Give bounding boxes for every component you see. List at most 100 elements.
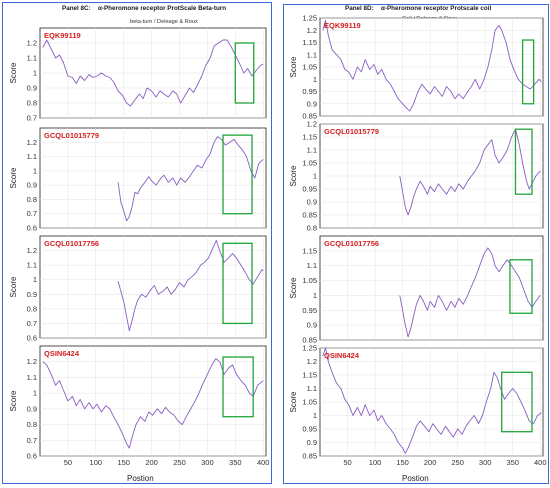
panel-8c-qsin6424-subplot: 0.6 0.7 0.8 0.9 1 1.1 1.2 50 100 150 200 250 300 350 4… [9,345,270,467]
panel-8d-qsin6424-y-tick-label: 0.85 [302,452,317,461]
panel-8d-gcql01015779-y-tick-label: 1.15 [302,133,317,142]
panel-8c-qsin6424-x-tick-label: 350 [229,458,242,467]
panel-8d-gcql01015779-y-tick-label: 1.2 [307,120,317,129]
panel-8d-eqk99119-y-tick-label: 1.05 [302,63,317,72]
panel-8c-eqk99119-series-line [42,39,264,107]
panel-8d-label: Panel 8D: [345,5,374,12]
panel-8d-frame [283,4,549,484]
panel-8d-eqk99119-y-tick-label: 1.25 [302,14,317,23]
panel-8c-gcql01015779-y-tick-label: 1.1 [27,152,37,161]
panel-8c-qsin6424-x-tick-label: 50 [64,458,72,467]
panel-8c-eqk99119-ylabel: Score [9,62,18,83]
panel-8d-eqk99119-y-tick-label: 1 [313,75,317,84]
panel-8c-gcql01015779-ylabel: Score [9,167,18,188]
panel-8c-qsin6424-y-tick-label: 1.2 [27,357,37,366]
panel-8d-gcql01017756-sample-label: GCQL01017756 [324,239,379,248]
panel-8c-qsin6424-ylabel: Score [9,390,18,411]
panel-8c-gcql01017756-y-tick-label: 1.2 [27,246,37,255]
panel-8d-title: α-Pheromone receptor Protscale coil [381,5,492,12]
panel-8d-qsin6424-y-tick-label: 1.1 [307,384,317,393]
panel-8d-eqk99119-highlight-box [521,39,535,105]
panel-8d-gcql01015779-sample-label: GCQL01015779 [324,127,379,136]
panel-8c-label: Panel 8C: [62,5,91,12]
panel-8d-gcql01015779-y-tick-label: 0.85 [302,211,317,220]
panel-8c-gcql01017756-subplot: 0.6 0.7 0.8 0.9 1 1.1 1.2 Score GCQL01017756 [9,235,267,343]
panel-8c-gcql01015779-series-line [117,136,264,222]
panel-8d-eqk99119-subplot: 0.85 0.9 0.95 1 1.05 1.1 1.15 1.2 1.25 Score EQK99… [289,14,544,121]
panel-8d-qsin6424-y-tick-label: 1.2 [307,357,317,366]
panel-8c-qsin6424-x-tick-label: 200 [145,458,158,467]
panel-8c-legend: beta-turn / Deleage & Roux [130,19,198,25]
panel-8c-gcql01017756-y-tick-label: 0.8 [27,304,37,313]
panel-8d-eqk99119-y-tick-label: 0.85 [302,112,317,121]
panel-8d-qsin6424-x-tick-label: 50 [343,458,351,467]
panel-8c-gcql01015779-y-tick-label: 0.9 [27,181,37,190]
panel-8c-gcql01015779-sample-label: GCQL01015779 [44,131,99,140]
panel-8d-qsin6424-x-tick-label: 200 [424,458,437,467]
panel-8d-gcql01017756-highlight-box [509,259,533,314]
panel-8d-qsin6424-subplot: 0.85 0.9 0.95 1 1.05 1.1 1.15 1.2 1.25 50 100 150 20… [289,344,547,468]
panel-8d-gcql01017756-y-tick-label: 1.1 [307,261,317,270]
panel-8d-qsin6424-y-tick-label: 1 [313,411,317,420]
panel-8c-qsin6424-highlight-box [222,356,254,418]
panel-8d-qsin6424-y-tick-label: 0.95 [302,425,317,434]
panel-8d-qsin6424-x-tick-label: 150 [396,458,409,467]
panel-8c-eqk99119-y-tick-label: 1.2 [27,39,37,48]
panel-8c-qsin6424-y-tick-label: 1.1 [27,373,37,382]
panel-8c-qsin6424-x-tick-label: 100 [90,458,103,467]
panel-8d-gcql01015779-subplot: 0.8 0.85 0.9 0.95 1 1.05 1.1 1.15 1.2 Score GCQL01… [289,120,544,233]
panel-8c-gcql01017756-y-tick-label: 0.9 [27,290,37,299]
panel-8d-eqk99119-y-tick-label: 0.9 [307,99,317,108]
panel-8d-qsin6424-highlight-box [501,371,533,433]
panel-8c-gcql01015779-subplot: 0.6 0.7 0.8 0.9 1 1.1 1.2 Score GCQL01015779 [9,127,267,233]
panel-8c-qsin6424-x-tick-label: 400 [257,458,270,467]
panel-8d-eqk99119-series-line [322,20,542,112]
panel-8d-eqk99119-y-tick-label: 0.95 [302,87,317,96]
panel-8c-gcql01017756-ylabel: Score [9,276,18,297]
panel-8d-qsin6424-y-tick-label: 1.05 [302,398,317,407]
panel-8c-qsin6424-y-tick-label: 1 [33,389,37,398]
panel-8c-eqk99119-highlight-box [234,42,255,104]
panel-8d-gcql01017756-y-tick-label: 0.95 [302,306,317,315]
panel-8d-qsin6424-y-tick-label: 1.25 [302,344,317,353]
panel-8c-qsin6424-x-tick-label: 300 [201,458,214,467]
panel-8c-gcql01017756-y-tick-label: 1 [33,275,37,284]
panel-8c-qsin6424-x-tick-label: 150 [117,458,130,467]
panel-8d-qsin6424-ylabel: Score [289,391,298,412]
panel-8c-qsin6424-x-tick-label: 250 [173,458,186,467]
panel-8d-gcql01017756-ylabel: Score [289,277,298,298]
panel-8d-qsin6424-sample-label: QSIN6424 [324,351,360,360]
panel-8d-gcql01015779-y-tick-label: 1 [313,172,317,181]
panel-8c-gcql01015779-highlight-box [222,134,253,215]
panel-8d-eqk99119-y-tick-label: 1.15 [302,38,317,47]
panel-8d-gcql01017756-y-tick-label: 1.15 [302,246,317,255]
panel-8c-qsin6424-y-tick-label: 0.8 [27,420,37,429]
panel-8d-eqk99119-y-tick-label: 1.2 [307,26,317,35]
panel-8c-eqk99119-sample-label: EQK99119 [44,31,81,40]
panel-8c-gcql01015779-y-tick-label: 0.7 [27,209,37,218]
panel-8d-gcql01017756-y-tick-label: 1 [313,291,317,300]
panel-8d-gcql01015779-y-tick-label: 0.95 [302,185,317,194]
panel-8d-gcql01015779-y-tick-label: 1.05 [302,159,317,168]
panel-8c-gcql01015779-y-tick-label: 0.8 [27,195,37,204]
panel-8d-qsin6424-series-line [322,347,542,454]
panel-8c-gcql01015779-y-tick-label: 1.2 [27,138,37,147]
panel-8c-qsin6424-y-tick-label: 0.7 [27,436,37,445]
panel-8c-title: α-Pheromone receptor ProtScale Beta-turn [98,5,226,12]
panel-8d-gcql01015779-y-tick-label: 1.1 [307,146,317,155]
panel-8d-eqk99119-sample-label: EQK99119 [324,21,361,30]
panel-8d-qsin6424-y-tick-label: 1.15 [302,371,317,380]
panel-8c-gcql01017756-sample-label: GCQL01017756 [44,239,99,248]
panel-8c-gcql01017756-highlight-box [222,242,253,325]
panel-8c-xlabel: Postion [127,474,154,483]
panel-8c-gcql01015779-y-tick-label: 0.6 [27,224,37,233]
panel-8c-eqk99119-y-tick-label: 1.1 [27,54,37,63]
panel-8d-eqk99119-y-tick-label: 1.1 [307,50,317,59]
panel-8c-eqk99119-y-tick-label: 1 [33,69,37,78]
panel-8d-gcql01017756-plot-area [319,235,544,341]
panel-8c-qsin6424-y-tick-label: 0.9 [27,404,37,413]
panel-8c-qsin6424-series-line [42,358,264,449]
panel-8d-xlabel: Postion [402,474,429,483]
panel-8c-gcql01015779-plot-area [39,127,267,229]
panel-8d-gcql01017756-y-tick-label: 0.9 [307,321,317,330]
